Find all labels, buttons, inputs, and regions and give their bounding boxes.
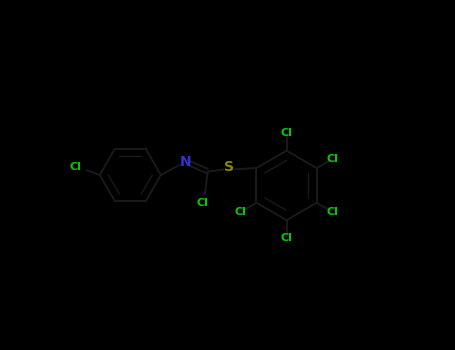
Text: Cl: Cl: [326, 154, 338, 164]
Text: Cl: Cl: [326, 207, 338, 217]
Text: Cl: Cl: [69, 162, 81, 172]
Text: N: N: [179, 155, 191, 169]
Text: S: S: [223, 160, 233, 174]
Text: Cl: Cl: [196, 197, 208, 208]
Text: Cl: Cl: [235, 207, 247, 217]
Text: Cl: Cl: [281, 128, 293, 138]
Text: Cl: Cl: [281, 233, 293, 243]
